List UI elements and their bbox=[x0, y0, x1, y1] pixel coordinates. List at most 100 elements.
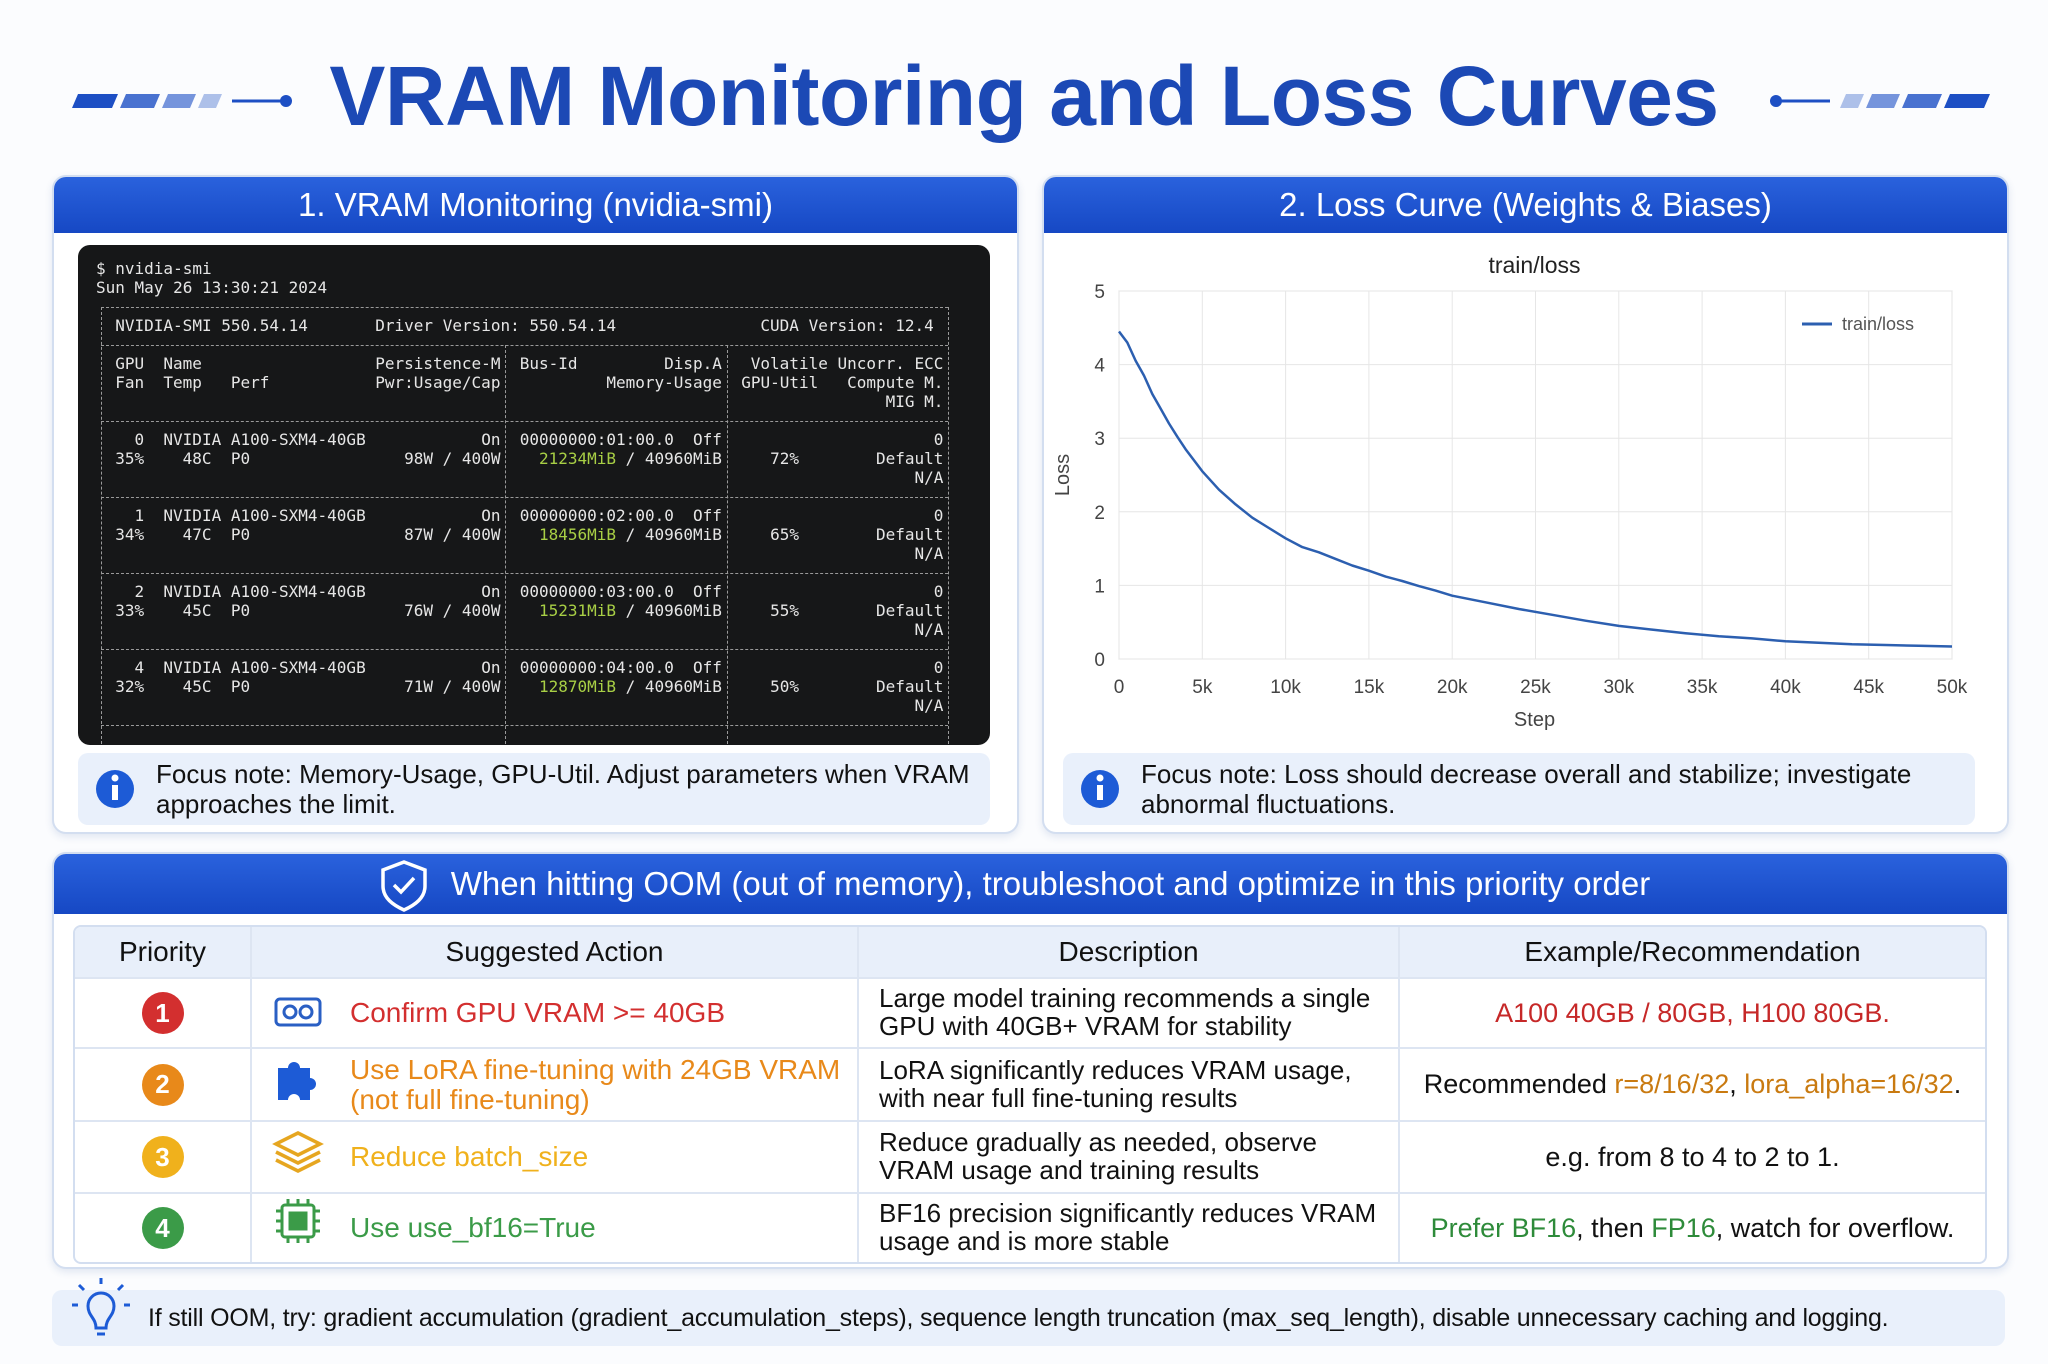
example-segment: lora_alpha=16/32 bbox=[1744, 1069, 1954, 1099]
priority-cell: 2 bbox=[75, 1049, 250, 1120]
priority-badge: 3 bbox=[141, 1136, 184, 1178]
terminal-text: P0 bbox=[230, 525, 251, 544]
terminal-text: Temp bbox=[163, 373, 202, 392]
terminal-text: P0 bbox=[230, 601, 251, 620]
terminal-text: / 40960MiB bbox=[625, 601, 722, 620]
priority-badge: 4 bbox=[141, 1207, 184, 1249]
table-header-cell: Example/Recommendation bbox=[1398, 927, 1985, 977]
terminal-text: 4 bbox=[134, 658, 145, 677]
example-segment: , watch for overflow. bbox=[1715, 1212, 1955, 1243]
terminal-text: On bbox=[481, 582, 501, 601]
terminal-text: Off bbox=[693, 430, 722, 449]
terminal-separator bbox=[100, 648, 949, 650]
terminal-separator bbox=[948, 306, 950, 744]
y-tick-label: 0 bbox=[1094, 650, 1105, 671]
priority-badge: 2 bbox=[141, 1063, 184, 1106]
description-cell: LoRA significantly reduces VRAM usage, w… bbox=[857, 1049, 1398, 1120]
terminal-text: 87W / 400W bbox=[404, 525, 501, 544]
terminal-text: Default bbox=[876, 601, 944, 620]
terminal-text: P0 bbox=[230, 677, 251, 696]
x-tick-label: 30k bbox=[1603, 677, 1634, 698]
panel-heading: 1. VRAM Monitoring (nvidia-smi) bbox=[54, 177, 1017, 233]
terminal-text: On bbox=[481, 430, 501, 449]
terminal-text: Off bbox=[693, 658, 722, 677]
terminal-text: 0 bbox=[134, 430, 145, 449]
description-cell: BF16 precision significantly reduces VRA… bbox=[857, 1194, 1398, 1262]
terminal-text: / 40960MiB bbox=[625, 525, 722, 544]
terminal: $ nvidia-smi Sun May 26 13:30:21 2024 NVID… bbox=[78, 245, 990, 745]
example-text: e.g. from 8 to 4 to 2 to 1. bbox=[1545, 1142, 1839, 1173]
focus-note: Focus note: Loss should decrease overall… bbox=[1063, 753, 1975, 825]
terminal-text: 98W / 400W bbox=[404, 449, 501, 468]
terminal-text: 35% bbox=[115, 449, 145, 468]
terminal-text: Sun May 26 13:30:21 2024 bbox=[96, 278, 328, 297]
terminal-text: 47C bbox=[182, 525, 212, 544]
loss-line bbox=[1118, 330, 1953, 648]
terminal-text: $ nvidia-smi bbox=[96, 259, 212, 278]
priority-cell: 3 bbox=[75, 1122, 250, 1192]
terminal-text: NVIDIA A100-SXM4-40GB bbox=[163, 582, 366, 601]
example-segment: e.g. from 8 to 4 to 2 to 1. bbox=[1545, 1141, 1840, 1172]
table-row: 2 Use LoRA fine-tuning with 24GB VRAM (no… bbox=[75, 1047, 1985, 1120]
terminal-text: Off bbox=[693, 506, 722, 525]
x-tick-label: 25k bbox=[1520, 677, 1551, 698]
terminal-text: N/A bbox=[914, 696, 944, 715]
focus-note: Focus note: Memory-Usage, GPU-Util. Adju… bbox=[78, 753, 990, 825]
terminal-text: Off bbox=[693, 582, 722, 601]
terminal-text: 0 bbox=[933, 658, 944, 677]
y-tick-label: 5 bbox=[1094, 282, 1105, 303]
example-segment: . bbox=[1953, 1069, 1962, 1099]
terminal-text: Persistence-M bbox=[375, 354, 501, 373]
example-text: A100 40GB / 80GB, H100 80GB. bbox=[1495, 998, 1890, 1029]
terminal-text: Driver Version: 550.54.14 bbox=[375, 316, 617, 335]
terminal-text: 0 bbox=[933, 582, 944, 601]
terminal-text: CUDA Version: 12.4 bbox=[760, 316, 934, 335]
terminal-separator bbox=[100, 306, 949, 308]
example-text: Prefer BF16, then FP16, watch for overfl… bbox=[1431, 1213, 1955, 1244]
priority-cell: 1 bbox=[75, 979, 250, 1047]
terminal-text: / 40960MiB bbox=[625, 449, 722, 468]
terminal-separator bbox=[100, 572, 949, 574]
terminal-text: Disp.A bbox=[664, 354, 722, 373]
action-cell: Confirm GPU VRAM >= 40GB bbox=[250, 979, 857, 1047]
x-tick-label: 15k bbox=[1354, 677, 1385, 698]
example-segment: FP16 bbox=[1651, 1212, 1716, 1243]
terminal-text: NVIDIA A100-SXM4-40GB bbox=[163, 430, 366, 449]
page-title: VRAM Monitoring and Loss Curves bbox=[329, 49, 1719, 143]
x-axis-label: Step bbox=[1514, 709, 1555, 731]
action-cell: Reduce batch_size bbox=[250, 1122, 857, 1192]
terminal-separator bbox=[505, 344, 507, 744]
terminal-text: Default bbox=[876, 677, 944, 696]
terminal-text: GPU-Util bbox=[741, 373, 819, 392]
terminal-text: 2 bbox=[134, 582, 145, 601]
terminal-separator bbox=[100, 724, 949, 726]
example-segment: , bbox=[1729, 1069, 1745, 1099]
example-segment: A100 40GB / 80GB, H100 80GB. bbox=[1495, 997, 1890, 1028]
terminal-text: 45C bbox=[182, 677, 212, 696]
example-cell: A100 40GB / 80GB, H100 80GB. bbox=[1398, 979, 1985, 1047]
table-row: 3 Reduce batch_size Reduce gradually as ne… bbox=[75, 1120, 1985, 1192]
priority-badge: 1 bbox=[141, 992, 184, 1034]
action-cell: Use LoRA fine-tuning with 24GB VRAM (not… bbox=[250, 1049, 857, 1120]
oom-banner: When hitting OOM (out of memory), troubl… bbox=[54, 854, 2007, 914]
description-cell: Reduce gradually as needed, observe VRAM… bbox=[857, 1122, 1398, 1192]
table-header-cell: Suggested Action bbox=[250, 927, 857, 977]
terminal-text: 33% bbox=[115, 601, 145, 620]
terminal-text: MIG M. bbox=[885, 392, 944, 411]
terminal-text: 71W / 400W bbox=[404, 677, 501, 696]
terminal-text: 00000000:01:00.0 bbox=[519, 430, 674, 449]
terminal-text: Default bbox=[876, 449, 944, 468]
terminal-text: 76W / 400W bbox=[404, 601, 501, 620]
oom-table: Priority Suggested Action Description Examp… bbox=[73, 925, 1987, 1264]
terminal-text: N/A bbox=[914, 620, 944, 639]
terminal-text: Pwr:Usage/Cap bbox=[375, 373, 501, 392]
terminal-text: 00000000:04:00.0 bbox=[519, 658, 674, 677]
x-tick-label: 5k bbox=[1192, 677, 1213, 698]
y-tick-label: 3 bbox=[1094, 429, 1105, 450]
terminal-text: 48C bbox=[182, 449, 212, 468]
terminal-text: N/A bbox=[914, 468, 944, 487]
terminal-text: Memory-Usage bbox=[606, 373, 722, 392]
table-header-row: Priority Suggested Action Description Examp… bbox=[75, 927, 1985, 977]
terminal-text: Fan bbox=[115, 373, 145, 392]
